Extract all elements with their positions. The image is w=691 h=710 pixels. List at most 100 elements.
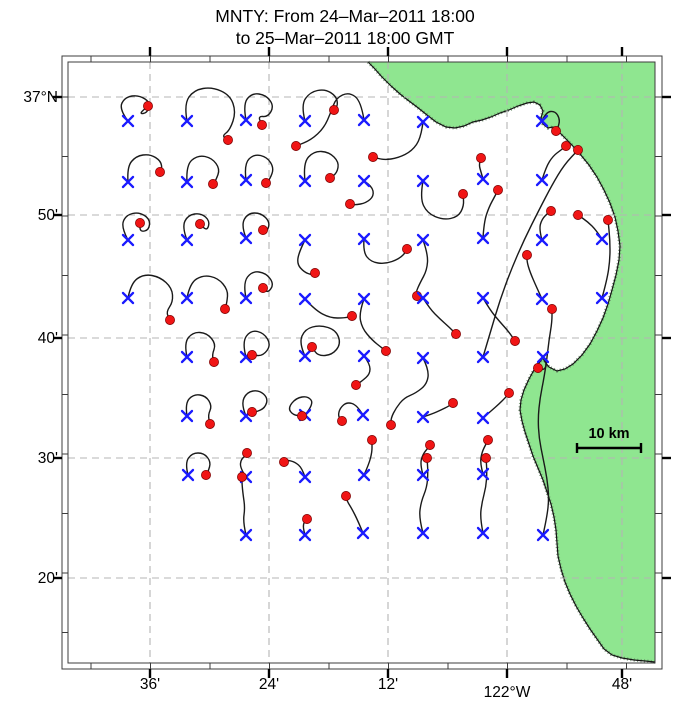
end-dot-marker (307, 342, 317, 352)
start-x-marker (476, 467, 490, 481)
drifter-trajectory (288, 396, 313, 417)
end-dot-marker (546, 206, 556, 216)
end-dot-marker (242, 448, 252, 458)
start-x-marker (535, 292, 549, 306)
drifter-trajectory (186, 275, 229, 310)
start-x-marker (121, 233, 135, 247)
end-dot-marker (483, 435, 493, 445)
end-dot-marker (247, 350, 257, 360)
end-dot-marker (402, 244, 412, 254)
y-tick-label: 40' (38, 330, 58, 347)
end-dot-marker (603, 215, 613, 225)
start-x-marker (298, 528, 312, 542)
plot-title-line1: MNTY: From 24–Mar–2011 18:00 (215, 6, 475, 26)
drifter-trajectory (601, 219, 611, 299)
start-x-marker (121, 175, 135, 189)
start-x-marker (239, 173, 253, 187)
drifter-trajectory (244, 271, 273, 299)
end-dot-marker (237, 472, 247, 482)
end-dot-marker (504, 388, 514, 398)
end-dot-marker (258, 225, 268, 235)
drifter-trajectory (372, 121, 424, 161)
start-x-marker (416, 115, 430, 129)
drifter-trajectory (422, 297, 457, 335)
end-dot-marker (208, 179, 218, 189)
land-layer (366, 60, 656, 664)
end-dot-marker (302, 514, 312, 524)
end-dot-marker (493, 185, 503, 195)
start-x-marker (357, 349, 371, 363)
start-x-marker (416, 410, 430, 424)
end-dot-marker (258, 283, 268, 293)
end-dot-marker (345, 199, 355, 209)
drifter-trajectory (183, 213, 210, 241)
start-x-marker (298, 349, 312, 363)
end-dot-marker (337, 416, 347, 426)
start-x-marker (357, 232, 371, 246)
drifter-trajectory (186, 155, 220, 185)
start-x-marker (239, 291, 253, 305)
drifter-trajectory (541, 145, 567, 181)
start-x-marker (357, 468, 371, 482)
drifter-trajectory (355, 355, 371, 386)
end-dot-marker (522, 250, 532, 260)
axis-label-layer: 36' 24' 12' 122°W 48' 37°N 50' 40' 30' 20' (23, 89, 632, 701)
drifter-trajectory (415, 239, 429, 297)
end-dot-marker (329, 105, 339, 115)
end-dot-marker (351, 380, 361, 390)
end-dot-marker (547, 304, 557, 314)
trajectory-layer (120, 87, 611, 536)
start-x-marker (357, 113, 371, 127)
end-dot-marker (220, 304, 230, 314)
start-x-marker (476, 411, 490, 425)
start-x-marker (535, 233, 549, 247)
start-x-marker (476, 526, 490, 540)
start-x-marker (476, 291, 490, 305)
y-tick-label: 30' (38, 450, 58, 467)
end-dot-marker (257, 120, 267, 130)
start-x-marker (416, 291, 430, 305)
scalebar-layer: 10 km (575, 426, 643, 453)
drifter-trajectory (478, 157, 484, 180)
start-x-marker (298, 233, 312, 247)
start-x-marker (476, 231, 490, 245)
end-dot-marker (261, 178, 271, 188)
drifter-trajectory (241, 476, 247, 536)
end-dot-marker (381, 346, 391, 356)
end-dot-marker (425, 440, 435, 450)
start-x-marker (180, 350, 194, 364)
drifter-trajectory (345, 495, 364, 534)
start-x-marker (416, 351, 430, 365)
start-x-marker (239, 231, 253, 245)
start-x-marker (121, 291, 135, 305)
drifter-trajectory (420, 180, 465, 220)
drifter-trajectory (122, 212, 151, 241)
start-x-marker (181, 468, 195, 482)
marker-layer (121, 101, 613, 542)
end-dot-marker (458, 189, 468, 199)
end-dot-marker (165, 315, 175, 325)
end-dot-marker (279, 457, 289, 467)
end-dot-marker (341, 491, 351, 501)
drifter-trajectory (185, 331, 216, 363)
drifter-trajectory (127, 274, 174, 321)
frame-layer (53, 47, 671, 678)
drifter-trajectory (482, 149, 579, 358)
x-tick-label: 36' (140, 676, 160, 693)
start-x-marker (416, 468, 430, 482)
drifter-trajectory (537, 308, 553, 536)
end-dot-marker (573, 210, 583, 220)
end-dot-marker (386, 420, 396, 430)
y-tick-label: 20' (38, 570, 58, 587)
start-x-marker (416, 526, 430, 540)
frame-inner (67, 61, 656, 664)
end-dot-marker (201, 470, 211, 480)
drifter-trajectory (482, 189, 499, 239)
start-x-marker (298, 292, 312, 306)
start-x-marker (476, 350, 490, 364)
start-x-marker (180, 291, 194, 305)
end-dot-marker (155, 167, 165, 177)
end-dot-marker (135, 218, 145, 228)
end-dot-marker (451, 329, 461, 339)
